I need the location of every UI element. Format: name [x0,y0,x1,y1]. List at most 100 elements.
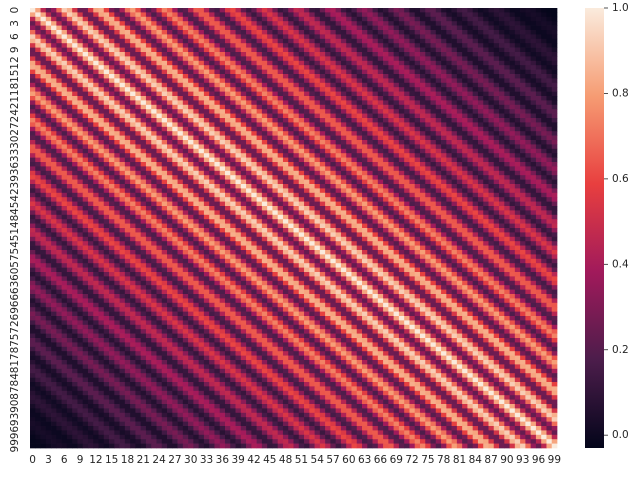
heatmap-cell [351,148,358,154]
heatmap-cell [193,30,199,35]
heatmap-cell [419,96,426,101]
heatmap-cell [140,184,147,189]
heatmap-cell [282,214,289,220]
heatmap-cell [309,60,315,66]
heatmap-cell [140,201,147,207]
heatmap-cell [520,144,526,150]
heatmap-cell [404,197,410,202]
heatmap-cell [535,82,542,88]
heatmap-cell [114,100,120,106]
heatmap-cell [409,188,416,194]
heatmap-cell [309,126,315,132]
heatmap-cell [346,100,352,106]
heatmap-cell [82,131,89,136]
heatmap-cell [203,135,210,141]
heatmap-cell [240,52,247,57]
heatmap-cell [446,122,452,128]
heatmap-cell [462,140,468,145]
heatmap-cell [224,214,231,220]
heatmap-cell [140,91,147,97]
heatmap-cell [541,201,547,207]
heatmap-cell [367,104,373,110]
heatmap-cell [509,30,516,35]
heatmap-cell [393,82,400,88]
heatmap-cell [351,47,358,53]
heatmap-cell [209,113,215,119]
heatmap-cell [346,175,352,180]
heatmap-cell [435,16,442,22]
heatmap-cell [530,201,537,207]
heatmap-cell [520,87,526,92]
heatmap-cell [235,65,242,70]
heatmap-cell [282,43,289,48]
heatmap-cell [377,148,384,154]
heatmap-cell [156,184,163,189]
heatmap-cell [493,135,500,141]
heatmap-cell [246,188,252,194]
heatmap-cell [362,100,368,106]
heatmap-cell [298,113,305,119]
heatmap-cell [504,52,510,57]
heatmap-cell [551,65,558,70]
heatmap-cell [514,175,521,180]
heatmap-cell [103,82,110,88]
heatmap-cell [246,30,252,35]
heatmap-cell [167,16,173,22]
heatmap-cell [393,118,400,123]
heatmap-cell [330,192,337,198]
heatmap-cell [330,214,337,220]
heatmap-cell [172,78,178,84]
heatmap-cell [340,206,347,211]
heatmap-cell [103,34,110,40]
heatmap-cell [535,188,542,194]
heatmap-cell [256,34,263,40]
heatmap-cell [504,175,510,180]
heatmap-cell [541,113,547,119]
heatmap-cell [467,210,474,216]
heatmap-cell [87,21,94,26]
heatmap-cell [219,74,226,79]
heatmap-cell [282,100,289,106]
heatmap-cell [61,38,68,44]
heatmap-cell [340,175,347,180]
heatmap-cell [82,179,89,185]
heatmap-cell [288,30,294,35]
heatmap-cell [383,12,389,18]
heatmap-cell [351,16,358,22]
heatmap-cell [277,131,284,136]
heatmap-cell [488,34,495,40]
heatmap-cell [124,214,131,220]
heatmap-cell [404,214,410,220]
heatmap-cell [377,157,384,163]
heatmap-cell [409,104,416,110]
heatmap-cell [362,113,368,119]
heatmap-cell [172,184,178,189]
heatmap-cell [35,60,41,66]
heatmap-cell [472,52,479,57]
heatmap-cell [235,8,242,13]
heatmap-cell [340,223,347,229]
heatmap-cell [372,219,379,224]
heatmap-cell [509,100,516,106]
heatmap-cell [298,219,305,224]
heatmap-cell [441,91,447,97]
heatmap-cell [66,25,73,31]
heatmap-cell [114,153,120,158]
heatmap-cell [109,179,115,185]
heatmap-cell [277,197,284,202]
heatmap-cell [488,131,495,136]
heatmap-cell [198,109,205,114]
heatmap-cell [425,12,431,18]
heatmap-cell [298,184,305,189]
heatmap-cell [388,82,394,88]
heatmap-cell [477,135,484,141]
heatmap-cell [56,30,62,35]
heatmap-cell [114,8,120,13]
heatmap-cell [156,87,163,92]
heatmap-cell [309,170,315,176]
heatmap-cell [61,197,68,202]
heatmap-cell [156,100,163,106]
heatmap-cell [256,118,263,123]
heatmap-cell [514,113,521,119]
